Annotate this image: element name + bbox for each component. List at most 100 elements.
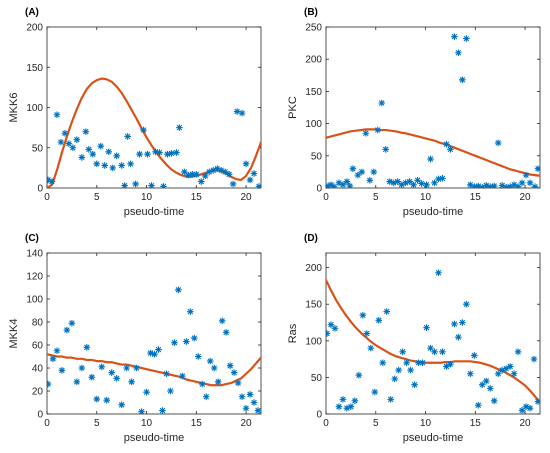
data-point <box>391 375 398 383</box>
data-point <box>171 339 178 346</box>
data-point <box>326 330 331 337</box>
data-point <box>471 352 478 359</box>
y-tick-label: 250 <box>305 23 322 34</box>
data-point <box>486 385 494 392</box>
data-point <box>217 166 225 174</box>
data-point <box>246 391 254 398</box>
data-point <box>97 142 105 150</box>
data-point <box>230 369 238 376</box>
x-tick-label: 0 <box>44 418 50 429</box>
x-tick-label: 10 <box>141 418 153 429</box>
axes-box <box>325 26 541 189</box>
y-tick-label: 0 <box>316 184 322 195</box>
data-point <box>506 363 514 370</box>
data-point <box>53 347 61 355</box>
data-point <box>435 269 442 277</box>
data-point <box>482 182 490 188</box>
data-point <box>419 359 426 367</box>
data-point <box>105 148 113 156</box>
data-point <box>362 129 370 137</box>
data-point <box>427 155 434 163</box>
data-point <box>118 401 125 409</box>
data-point <box>48 178 56 185</box>
data-point <box>214 378 222 386</box>
y-tick-label: 40 <box>32 364 44 375</box>
y-tick-label: 120 <box>26 272 43 283</box>
x-tick-label: 15 <box>191 418 203 429</box>
data-point <box>213 165 221 172</box>
data-point <box>431 348 438 356</box>
data-point <box>330 183 338 188</box>
data-point <box>455 49 462 57</box>
data-point <box>246 176 254 184</box>
data-point <box>522 171 530 179</box>
data-point <box>128 378 135 386</box>
data-point <box>148 182 155 188</box>
x-tick-label: 10 <box>420 418 432 429</box>
data-point <box>435 175 442 183</box>
data-point <box>478 184 486 188</box>
data-point <box>531 183 539 188</box>
data-point <box>510 370 518 378</box>
data-point <box>447 360 454 368</box>
data-point <box>144 150 151 158</box>
y-tick-label: 150 <box>305 87 322 98</box>
data-point <box>415 359 422 367</box>
data-point <box>187 308 194 315</box>
data-point <box>206 357 214 365</box>
data-point <box>339 181 347 188</box>
data-point <box>226 362 234 369</box>
data-point <box>410 181 417 188</box>
data-point <box>375 317 383 324</box>
data-point <box>238 109 246 117</box>
data-point <box>132 180 139 188</box>
data-point <box>136 150 143 158</box>
data-point <box>108 369 115 376</box>
data-point <box>47 176 52 184</box>
data-point <box>478 381 486 389</box>
x-tick-label: 20 <box>520 418 532 429</box>
data-point <box>346 182 354 188</box>
data-point <box>482 377 490 385</box>
x-tick-label: 20 <box>241 192 253 203</box>
data-point <box>506 183 514 188</box>
y-tick-label: 140 <box>26 249 43 260</box>
data-point <box>471 183 478 188</box>
data-point <box>439 175 446 182</box>
data-point <box>439 348 446 356</box>
data-point <box>140 126 147 134</box>
data-point <box>514 348 522 356</box>
y-tick-label: 60 <box>32 341 44 352</box>
data-point <box>69 144 77 152</box>
data-point <box>250 170 258 177</box>
data-point <box>83 344 91 351</box>
data-point <box>459 76 466 84</box>
data-point <box>474 182 482 188</box>
axes-box <box>46 26 262 189</box>
data-point <box>534 165 540 172</box>
data-point <box>229 180 237 188</box>
data-point <box>463 300 470 308</box>
data-point <box>221 168 229 176</box>
data-point <box>173 149 180 156</box>
data-point <box>510 181 518 188</box>
data-point <box>242 160 250 168</box>
data-point <box>160 183 167 188</box>
data-point <box>514 183 522 188</box>
data-point <box>152 148 159 156</box>
panel-label: (A) <box>25 7 39 18</box>
panel-label: (B) <box>304 7 318 18</box>
x-tick-label: 10 <box>420 192 432 203</box>
data-point <box>378 99 386 107</box>
y-tick-label: 200 <box>26 23 43 34</box>
data-point <box>197 178 205 185</box>
y-tick-label: 150 <box>26 63 43 74</box>
data-point <box>502 184 510 188</box>
y-axis-label: MKK6 <box>8 93 20 123</box>
data-point <box>358 168 366 176</box>
panel-label: (C) <box>25 233 39 244</box>
data-point <box>68 319 76 327</box>
y-tick-label: 100 <box>26 295 43 306</box>
data-point <box>250 399 258 406</box>
data-point <box>147 349 154 357</box>
